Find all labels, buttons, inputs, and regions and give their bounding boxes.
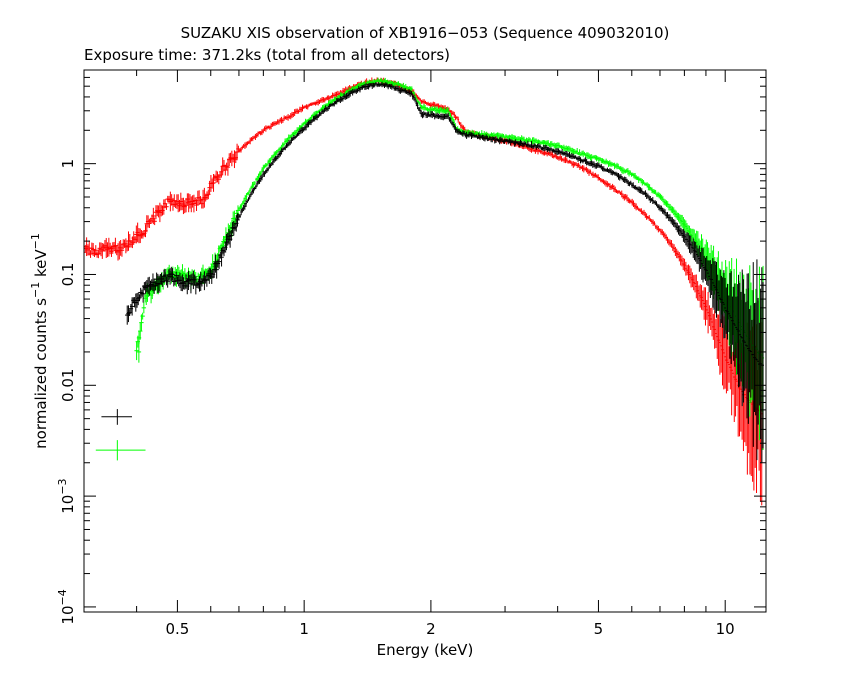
y-tick-label-exp: −4 [56, 589, 69, 605]
x-tick-label: 10 [716, 620, 735, 638]
plot-frame [83, 69, 767, 613]
y-tick-label-base: 10 [59, 605, 77, 624]
y-axis-label-exp2: −1 [29, 233, 42, 249]
y-tick-label-exp: −3 [56, 478, 69, 494]
x-axis-label: Energy (keV) [377, 641, 474, 659]
y-tick-label-base: 1 [59, 159, 77, 169]
y-tick-label: 0.1 [59, 263, 77, 287]
y-axis-label-mid: keV [32, 249, 50, 282]
x-tick-label: 2 [426, 620, 436, 638]
y-axis-label: normalized counts s−1 keV−1 [29, 233, 50, 449]
outlier-point [95, 440, 146, 461]
y-tick-label-base: 0.1 [59, 263, 77, 287]
series-2 [125, 81, 764, 464]
y-tick-label: 10−4 [56, 589, 77, 624]
data-layer [84, 77, 764, 506]
outlier-point [136, 341, 142, 363]
y-axis-label-exp1: −1 [29, 282, 42, 298]
chart-subtitle: Exposure time: 371.2ks (total from all d… [84, 46, 450, 64]
y-tick-label: 10−3 [56, 478, 77, 513]
series-0 [84, 77, 763, 506]
x-tick-label: 5 [594, 620, 604, 638]
outlier-point [101, 409, 132, 425]
y-tick-label: 0.01 [59, 369, 77, 402]
chart-title: SUZAKU XIS observation of XB1916−053 (Se… [181, 24, 670, 42]
y-axis-label-main: normalized counts s [32, 298, 50, 449]
x-tick-label: 0.5 [165, 620, 189, 638]
series-1 [134, 77, 764, 450]
y-tick-label-base: 10 [59, 495, 77, 514]
y-tick-label-base: 0.01 [59, 369, 77, 402]
y-tick-label: 1 [59, 159, 77, 169]
x-tick-label: 1 [299, 620, 309, 638]
